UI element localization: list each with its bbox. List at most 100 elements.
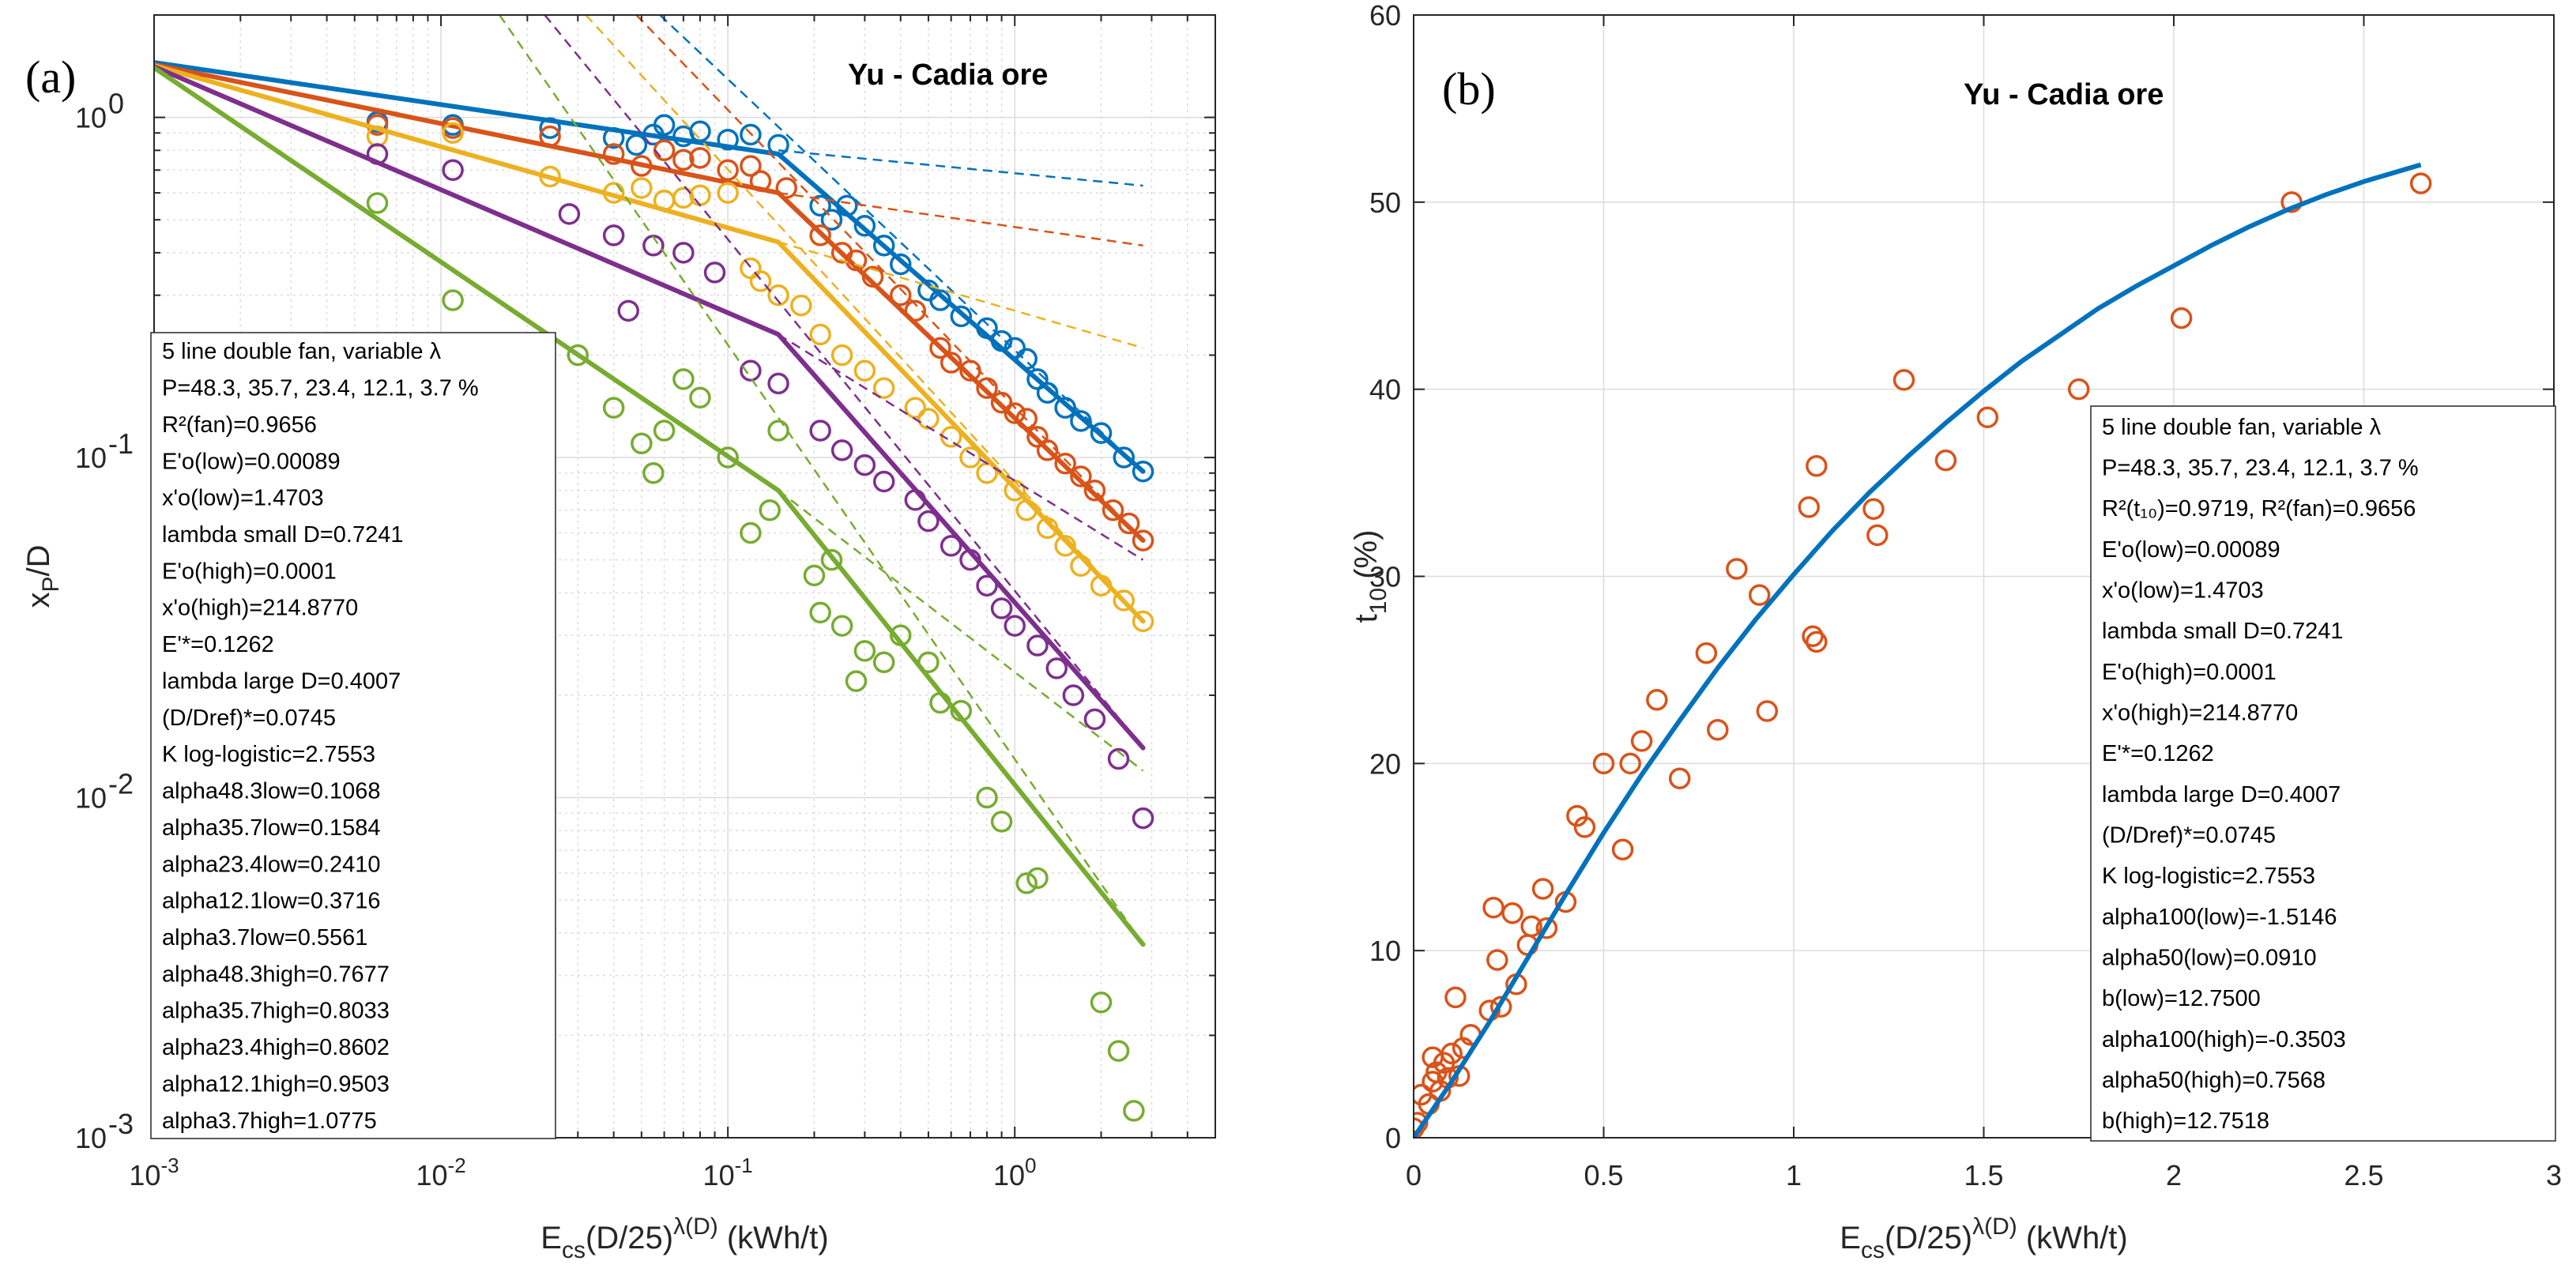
text-span: (kWh/t)	[2017, 1221, 2128, 1255]
data-point	[672, 149, 695, 171]
y-tick-label: 20	[1369, 747, 1401, 780]
text-span: 2.5	[2344, 1159, 2383, 1191]
data-point	[809, 420, 831, 442]
x-tick-label: 0.5	[1584, 1159, 1623, 1191]
x-tick-label: 2	[2166, 1159, 2182, 1191]
data-point	[1726, 558, 1748, 580]
text-span: 3	[2546, 1159, 2562, 1191]
legend-entry: P=48.3, 35.7, 23.4, 12.1, 3.7 %	[162, 376, 479, 401]
data-point	[1123, 1100, 1145, 1122]
legend-entry: (D/Dref)*=0.0745	[2102, 823, 2276, 849]
legend-entry: x'o(high)=214.8770	[162, 596, 358, 621]
data-point	[830, 615, 853, 637]
legend-entry: 5 line double fan, variable λ	[2102, 415, 2382, 440]
text-span: 10	[703, 1159, 735, 1191]
y-tick-label: 40	[1369, 374, 1401, 406]
data-point	[631, 432, 653, 454]
x-axis-label: Ecs(D/25)λ(D) (kWh/t)	[540, 1214, 828, 1263]
data-point	[1802, 625, 1824, 648]
text-span: 30	[1369, 561, 1401, 593]
x-tick-label: 3	[2546, 1159, 2562, 1191]
text-span: (D/25)	[1885, 1221, 1972, 1255]
data-point	[1015, 872, 1038, 894]
text-span: 10	[993, 1159, 1025, 1191]
y-tick-exponent: -2	[108, 768, 134, 800]
legend-entry: alpha50(low)=0.0910	[2102, 946, 2317, 971]
text-span: 0	[108, 88, 124, 120]
text-span: -2	[448, 1154, 466, 1177]
y-tick-label: 10	[1369, 935, 1401, 967]
chart-title: Yu - Cadia ore	[848, 58, 1048, 92]
data-point	[1045, 657, 1068, 679]
data-point	[959, 359, 981, 382]
legend-entry: alpha3.7low=0.5561	[162, 925, 367, 950]
x-tick-label: 10-2	[416, 1154, 465, 1191]
data-point	[790, 294, 812, 317]
dashed-fan-line	[778, 191, 1143, 247]
legend: 5 line double fan, variable λ P=48.3, 35.…	[150, 332, 556, 1139]
legend-box	[2090, 405, 2556, 1142]
y-axis-label: xP/D	[21, 544, 64, 608]
data-point	[672, 368, 695, 390]
data-point	[767, 284, 789, 307]
data-point	[872, 377, 895, 399]
data-point	[1107, 747, 1130, 770]
legend-entry: lambda small D=0.7241	[2102, 619, 2343, 644]
data-point	[853, 359, 876, 382]
data-point	[940, 352, 962, 374]
text-span: -1	[108, 427, 134, 460]
series-3	[154, 15, 1154, 830]
data-point	[1707, 718, 1729, 741]
data-point	[809, 194, 831, 217]
data-point	[767, 420, 789, 442]
data-point	[442, 159, 464, 182]
data-point	[1756, 700, 1779, 722]
data-point	[1444, 986, 1467, 1009]
text-span: 1	[1786, 1159, 1802, 1191]
data-point	[1004, 615, 1026, 637]
data-point	[1489, 996, 1512, 1018]
x-tick-label: 1.5	[1964, 1159, 2003, 1191]
legend-entry: E'*=0.1262	[2102, 741, 2214, 766]
fit-line	[154, 65, 1146, 947]
legend-box	[150, 332, 556, 1139]
data-point	[1090, 991, 1113, 1014]
legend-entry: lambda small D=0.7241	[162, 522, 403, 548]
x-tick-label: 1	[1786, 1159, 1802, 1191]
x-tick-label: 100	[993, 1154, 1037, 1191]
data-point	[872, 470, 895, 493]
y-tick-label: 10	[75, 102, 107, 134]
data-point	[1806, 455, 1828, 477]
text-span: 40	[1369, 374, 1401, 406]
data-point	[617, 299, 639, 322]
data-point	[1102, 499, 1124, 521]
text-span: 10	[75, 782, 107, 815]
text-span: -2	[108, 768, 134, 800]
y-tick-exponent: -1	[108, 427, 134, 460]
legend-entry: alpha23.4low=0.2410	[162, 852, 381, 877]
data-point	[749, 270, 772, 292]
data-point	[990, 391, 1013, 414]
data-point	[830, 439, 853, 461]
legend-entry: K log-logistic=2.7553	[2102, 864, 2315, 889]
dashed-fan-line	[635, 15, 1144, 542]
data-point	[1026, 634, 1049, 657]
text-span: 10	[75, 442, 107, 474]
text-span: cs	[1861, 1237, 1885, 1263]
series-1	[154, 15, 1154, 551]
y-tick-exponent: -3	[108, 1108, 134, 1140]
panel-letter: (a)	[25, 51, 76, 103]
text-span: (kWh/t)	[718, 1221, 829, 1255]
data-point	[717, 129, 739, 151]
y-tick-label: 10	[75, 1122, 107, 1154]
data-point	[1036, 382, 1059, 404]
legend-entry: b(low)=12.7500	[2102, 986, 2261, 1011]
x-tick-label: 0	[1406, 1159, 1422, 1191]
text-span: 0	[1025, 1154, 1036, 1177]
data-point	[1070, 465, 1092, 487]
data-point	[889, 284, 912, 307]
y-tick-label: 10	[75, 782, 107, 815]
panel-b: 0 0.5 1 1.5 2 2.5 30102030405060Ecs(D/25)λ(D) …	[1349, 0, 2562, 1263]
data-point	[820, 548, 843, 571]
